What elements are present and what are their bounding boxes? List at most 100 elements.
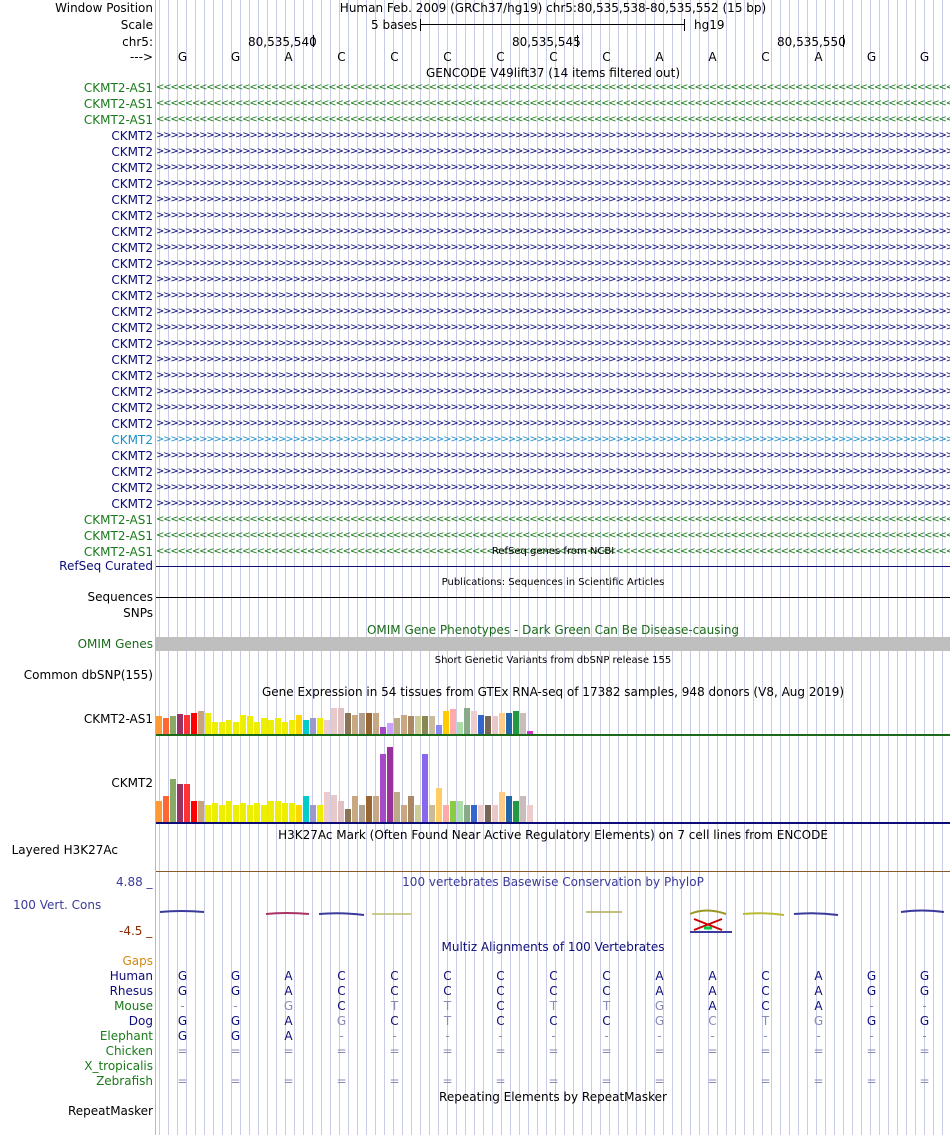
gencode-item-strand-line[interactable]: <<<<<<<<<<<<<<<<<<<<<<<<<<<<<<<<<<<<<<<<… xyxy=(156,115,950,125)
gencode-item-label[interactable]: CKMT2 xyxy=(111,417,153,431)
gtex-tissue-bar[interactable] xyxy=(478,715,484,734)
gtex-tissue-bar[interactable] xyxy=(499,713,505,734)
gencode-item-strand-line[interactable]: <<<<<<<<<<<<<<<<<<<<<<<<<<<<<<<<<<<<<<<<… xyxy=(156,531,950,541)
gtex-tissue-bar[interactable] xyxy=(331,795,337,822)
gtex-tissue-bar[interactable] xyxy=(317,718,323,734)
gtex-tissue-bar[interactable] xyxy=(254,722,260,734)
gencode-item-label[interactable]: CKMT2 xyxy=(111,353,153,367)
gtex-tissue-bar[interactable] xyxy=(156,801,162,822)
gtex-tissue-bar[interactable] xyxy=(226,801,232,822)
species-label[interactable]: Elephant xyxy=(99,1029,153,1043)
gtex-tissue-bar[interactable] xyxy=(394,718,400,734)
gtex-tissue-bar[interactable] xyxy=(282,803,288,822)
gtex-tissue-bar[interactable] xyxy=(499,792,505,822)
gencode-item-label[interactable]: CKMT2-AS1 xyxy=(83,113,153,127)
gtex-tissue-bar[interactable] xyxy=(394,792,400,822)
gtex-tissue-bar[interactable] xyxy=(485,805,491,822)
gtex-tissue-bar[interactable] xyxy=(261,805,267,822)
gencode-item-strand-line[interactable]: >>>>>>>>>>>>>>>>>>>>>>>>>>>>>>>>>>>>>>>>… xyxy=(156,323,950,333)
gtex-tissue-bar[interactable] xyxy=(184,715,190,734)
gtex-tissue-bar[interactable] xyxy=(401,805,407,822)
gencode-item-label[interactable]: CKMT2-AS1 xyxy=(83,545,153,559)
gtex-tissue-bar[interactable] xyxy=(226,720,232,734)
gtex-tissue-bar[interactable] xyxy=(415,805,421,822)
gencode-item-strand-line[interactable]: >>>>>>>>>>>>>>>>>>>>>>>>>>>>>>>>>>>>>>>>… xyxy=(156,227,950,237)
scale-label[interactable]: Scale xyxy=(120,18,153,32)
gtex-tissue-bar[interactable] xyxy=(401,715,407,734)
gtex-tissue-bar[interactable] xyxy=(387,723,393,734)
publications-title[interactable]: Publications: Sequences in Scientific Ar… xyxy=(441,577,665,588)
gtex-tissue-bar[interactable] xyxy=(457,722,463,734)
gencode-item-label[interactable]: CKMT2 xyxy=(111,289,153,303)
gtex-tissue-bar[interactable] xyxy=(527,805,533,822)
gencode-item-label[interactable]: CKMT2 xyxy=(111,401,153,415)
gencode-item-label[interactable]: CKMT2 xyxy=(111,465,153,479)
multiz-title[interactable]: Multiz Alignments of 100 Vertebrates xyxy=(441,940,665,954)
gtex-tissue-bar[interactable] xyxy=(450,801,456,822)
gencode-item-label[interactable]: CKMT2 xyxy=(111,193,153,207)
gtex-tissue-bar[interactable] xyxy=(296,715,302,734)
strand-label[interactable]: ---> xyxy=(129,50,153,64)
gencode-item-strand-line[interactable]: <<<<<<<<<<<<<<<<<<<<<<<<<<<<<<<<<<<<<<<<… xyxy=(156,99,950,109)
gencode-item-strand-line[interactable]: >>>>>>>>>>>>>>>>>>>>>>>>>>>>>>>>>>>>>>>>… xyxy=(156,371,950,381)
gtex-tissue-bar[interactable] xyxy=(324,720,330,734)
dbsnp-label[interactable]: Common dbSNP(155) xyxy=(23,668,153,682)
gencode-item-label[interactable]: CKMT2 xyxy=(111,209,153,223)
gtex-tissue-bar[interactable] xyxy=(170,716,176,734)
gencode-item-label[interactable]: CKMT2 xyxy=(111,273,153,287)
gencode-item-strand-line[interactable]: >>>>>>>>>>>>>>>>>>>>>>>>>>>>>>>>>>>>>>>>… xyxy=(156,387,950,397)
gencode-title[interactable]: GENCODE V49lift37 (14 items filtered out… xyxy=(425,66,680,80)
gencode-item-strand-line[interactable]: >>>>>>>>>>>>>>>>>>>>>>>>>>>>>>>>>>>>>>>>… xyxy=(156,339,950,349)
species-label[interactable]: Zebrafish xyxy=(96,1074,153,1088)
gtex-tissue-bar[interactable] xyxy=(205,805,211,822)
species-label[interactable]: Human xyxy=(109,969,153,983)
gtex-tissue-bar[interactable] xyxy=(163,718,169,734)
gtex-tissue-bar[interactable] xyxy=(506,796,512,822)
gtex-tissue-bar[interactable] xyxy=(408,716,414,734)
gencode-item-strand-line[interactable]: >>>>>>>>>>>>>>>>>>>>>>>>>>>>>>>>>>>>>>>>… xyxy=(156,211,950,221)
gtex-tissue-bar[interactable] xyxy=(296,805,302,822)
gtex-tissue-bar[interactable] xyxy=(373,713,379,734)
gaps-label[interactable]: Gaps xyxy=(122,954,153,968)
dbsnp-title[interactable]: Short Genetic Variants from dbSNP releas… xyxy=(434,655,672,666)
gtex-tissue-bar[interactable] xyxy=(352,715,358,734)
gencode-item-label[interactable]: CKMT2 xyxy=(111,161,153,175)
gtex-tissue-bar[interactable] xyxy=(380,727,386,734)
gtex-tissue-bar[interactable] xyxy=(450,709,456,734)
gtex-tissue-bar[interactable] xyxy=(324,792,330,822)
gtex-tissue-bar[interactable] xyxy=(464,708,470,734)
gencode-item-label[interactable]: CKMT2-AS1 xyxy=(83,529,153,543)
gencode-item-strand-line[interactable]: >>>>>>>>>>>>>>>>>>>>>>>>>>>>>>>>>>>>>>>>… xyxy=(156,195,950,205)
gtex-tissue-bar[interactable] xyxy=(275,801,281,822)
gencode-item-label[interactable]: CKMT2 xyxy=(111,305,153,319)
gencode-item-label[interactable]: CKMT2 xyxy=(111,449,153,463)
gtex-tissue-bar[interactable] xyxy=(240,715,246,734)
gencode-item-strand-line[interactable]: >>>>>>>>>>>>>>>>>>>>>>>>>>>>>>>>>>>>>>>>… xyxy=(156,419,950,429)
gtex-tissue-bar[interactable] xyxy=(289,803,295,822)
gencode-item-label[interactable]: CKMT2 xyxy=(111,385,153,399)
gtex-tissue-bar[interactable] xyxy=(247,805,253,822)
gencode-item-strand-line[interactable]: <<<<<<<<<<<<<<<<<<<<<<<<<<<<<<<<<<<<<<<<… xyxy=(156,515,950,525)
gencode-item-strand-line[interactable]: >>>>>>>>>>>>>>>>>>>>>>>>>>>>>>>>>>>>>>>>… xyxy=(156,467,950,477)
gencode-item-strand-line[interactable]: >>>>>>>>>>>>>>>>>>>>>>>>>>>>>>>>>>>>>>>>… xyxy=(156,243,950,253)
gtex-tissue-bar[interactable] xyxy=(275,718,281,734)
gtex-tissue-bar[interactable] xyxy=(520,713,526,734)
gtex-tissue-bar[interactable] xyxy=(170,779,176,822)
gtex-tissue-bar[interactable] xyxy=(219,722,225,734)
gencode-item-label[interactable]: CKMT2 xyxy=(111,337,153,351)
gencode-item-label[interactable]: CKMT2 xyxy=(111,369,153,383)
gencode-item-strand-line[interactable]: >>>>>>>>>>>>>>>>>>>>>>>>>>>>>>>>>>>>>>>>… xyxy=(156,163,950,173)
gtex-tissue-bar[interactable] xyxy=(366,796,372,822)
window-position-label[interactable]: Window Position xyxy=(55,1,153,15)
gencode-item-label[interactable]: CKMT2 xyxy=(111,257,153,271)
gencode-item-label[interactable]: CKMT2-AS1 xyxy=(83,97,153,111)
gtex-tissue-bar[interactable] xyxy=(366,713,372,734)
gtex-tissue-bar[interactable] xyxy=(310,805,316,822)
gencode-item-strand-line[interactable]: <<<<<<<<<<<<<<<<<<<<<<<<<<<<<<<<<<<<<<<<… xyxy=(156,547,950,557)
gtex-tissue-bar[interactable] xyxy=(177,784,183,822)
gtex-tissue-bar[interactable] xyxy=(303,720,309,734)
gencode-item-strand-line[interactable]: >>>>>>>>>>>>>>>>>>>>>>>>>>>>>>>>>>>>>>>>… xyxy=(156,355,950,365)
cons-title[interactable]: 100 vertebrates Basewise Conservation by… xyxy=(402,875,704,889)
gtex-tissue-bar[interactable] xyxy=(233,722,239,734)
gencode-item-label[interactable]: CKMT2-AS1 xyxy=(83,81,153,95)
